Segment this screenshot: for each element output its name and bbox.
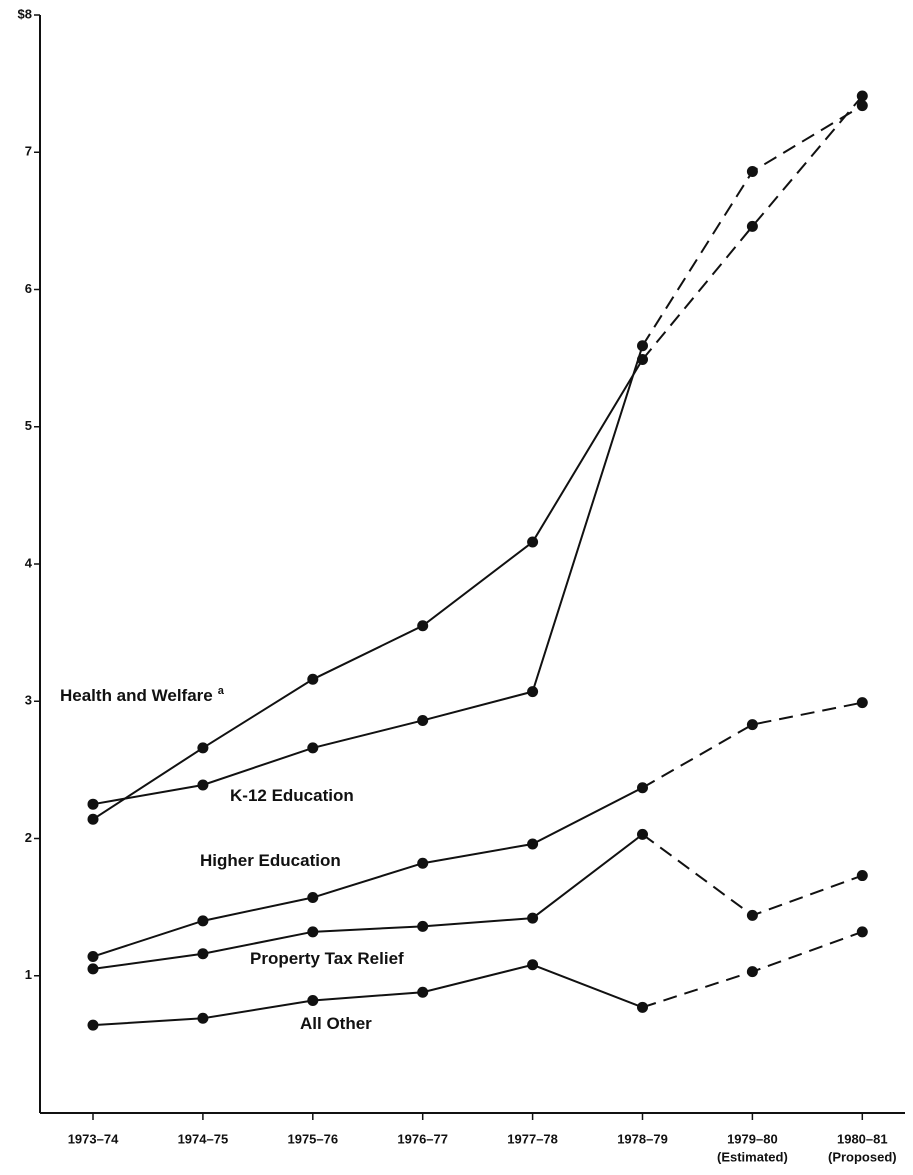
y-tick-label: 2 <box>25 830 32 845</box>
y-tick-label: $8 <box>18 6 32 21</box>
x-tick-label: 1976–77 <box>397 1131 448 1146</box>
line <box>92 833 644 970</box>
point <box>746 966 758 978</box>
point <box>197 915 209 927</box>
series-label: Property Tax Relief <box>250 949 404 968</box>
series-label: Health and Welfare a <box>60 685 225 706</box>
point <box>307 742 319 754</box>
point <box>637 828 648 840</box>
series-name: Higher Education <box>200 851 341 870</box>
series-name: Property Tax Relief <box>250 949 404 968</box>
y-tick-label: 6 <box>25 281 32 296</box>
point <box>746 220 758 232</box>
point <box>307 926 319 938</box>
line <box>92 963 643 1027</box>
y-tick-label: 1 <box>25 967 32 982</box>
point <box>746 909 758 921</box>
series-label: K-12 Education <box>230 786 354 805</box>
point <box>307 673 319 685</box>
point <box>87 1019 99 1031</box>
x-tick-label: 1975–76 <box>287 1131 338 1146</box>
point <box>87 951 99 963</box>
projected-line <box>641 833 863 917</box>
series-name: All Other <box>300 1014 372 1033</box>
x-tick-label: 1978–79 <box>617 1131 668 1146</box>
point <box>87 798 99 810</box>
x-tick-label: 1979–80 <box>727 1131 778 1146</box>
point <box>527 959 539 971</box>
point <box>417 714 429 726</box>
point <box>746 165 758 177</box>
point <box>307 994 319 1006</box>
series-name: Health and Welfare <box>60 686 213 705</box>
point <box>856 697 868 709</box>
y-tick-label: 3 <box>25 693 32 708</box>
point <box>637 340 648 352</box>
x-tick-note: (Estimated) <box>717 1149 788 1164</box>
line <box>92 358 644 821</box>
footnote-marker: a <box>218 685 225 697</box>
point <box>197 948 209 960</box>
x-tick-label: 1974–75 <box>178 1131 229 1146</box>
y-tick-label: 4 <box>25 555 33 570</box>
point <box>417 620 429 632</box>
point <box>197 779 209 791</box>
point <box>197 742 209 754</box>
point <box>87 813 99 825</box>
point <box>527 686 539 698</box>
series-label: All Other <box>300 1014 372 1033</box>
point <box>527 536 539 548</box>
point <box>417 986 429 998</box>
projected-line <box>642 701 863 789</box>
x-tick-label: 1977–78 <box>507 1131 558 1146</box>
point <box>856 100 868 112</box>
point <box>417 920 429 932</box>
point <box>856 90 868 102</box>
point <box>856 926 868 938</box>
line <box>92 786 643 958</box>
y-tick-label: 5 <box>25 418 32 433</box>
point <box>197 1012 209 1024</box>
point <box>87 963 99 975</box>
projected-line <box>641 95 864 361</box>
point <box>856 870 868 882</box>
point <box>527 838 539 850</box>
point <box>417 857 429 869</box>
line <box>92 345 644 806</box>
x-tick-note: (Proposed) <box>828 1149 897 1164</box>
point <box>527 912 539 924</box>
point <box>637 782 648 794</box>
x-tick-label: 1980–81 <box>837 1131 888 1146</box>
point <box>637 1001 648 1013</box>
series-label: Higher Education <box>200 851 341 870</box>
series-name: K-12 Education <box>230 786 354 805</box>
point <box>307 892 319 904</box>
x-tick-label: 1973–74 <box>68 1131 119 1146</box>
point <box>746 719 758 731</box>
y-tick-label: 7 <box>25 144 32 159</box>
